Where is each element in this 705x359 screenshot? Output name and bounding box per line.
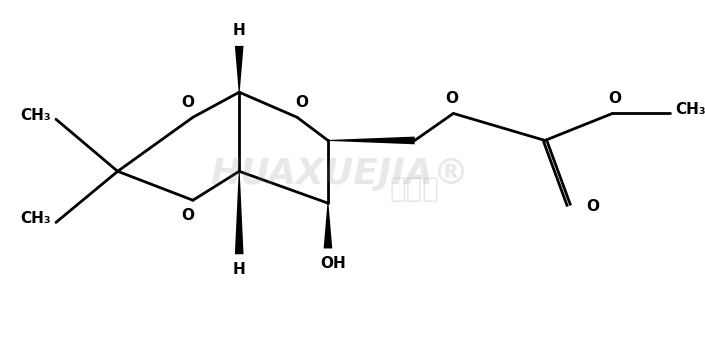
Text: HUAXUEJIA®: HUAXUEJIA® [210, 157, 469, 191]
Text: O: O [608, 91, 621, 106]
Text: 化学加: 化学加 [390, 175, 440, 203]
Polygon shape [235, 46, 243, 92]
Text: OH: OH [320, 256, 345, 271]
Text: H: H [233, 262, 245, 277]
Polygon shape [328, 136, 415, 144]
Text: O: O [295, 94, 308, 109]
Text: H: H [233, 23, 245, 38]
Text: O: O [182, 208, 195, 223]
Text: O: O [182, 94, 195, 109]
Text: CH₃: CH₃ [20, 211, 51, 226]
Polygon shape [235, 171, 243, 254]
Text: O: O [445, 91, 458, 106]
Polygon shape [324, 203, 332, 248]
Text: O: O [587, 199, 599, 214]
Text: CH₃: CH₃ [20, 108, 51, 123]
Text: CH₃: CH₃ [675, 102, 705, 117]
